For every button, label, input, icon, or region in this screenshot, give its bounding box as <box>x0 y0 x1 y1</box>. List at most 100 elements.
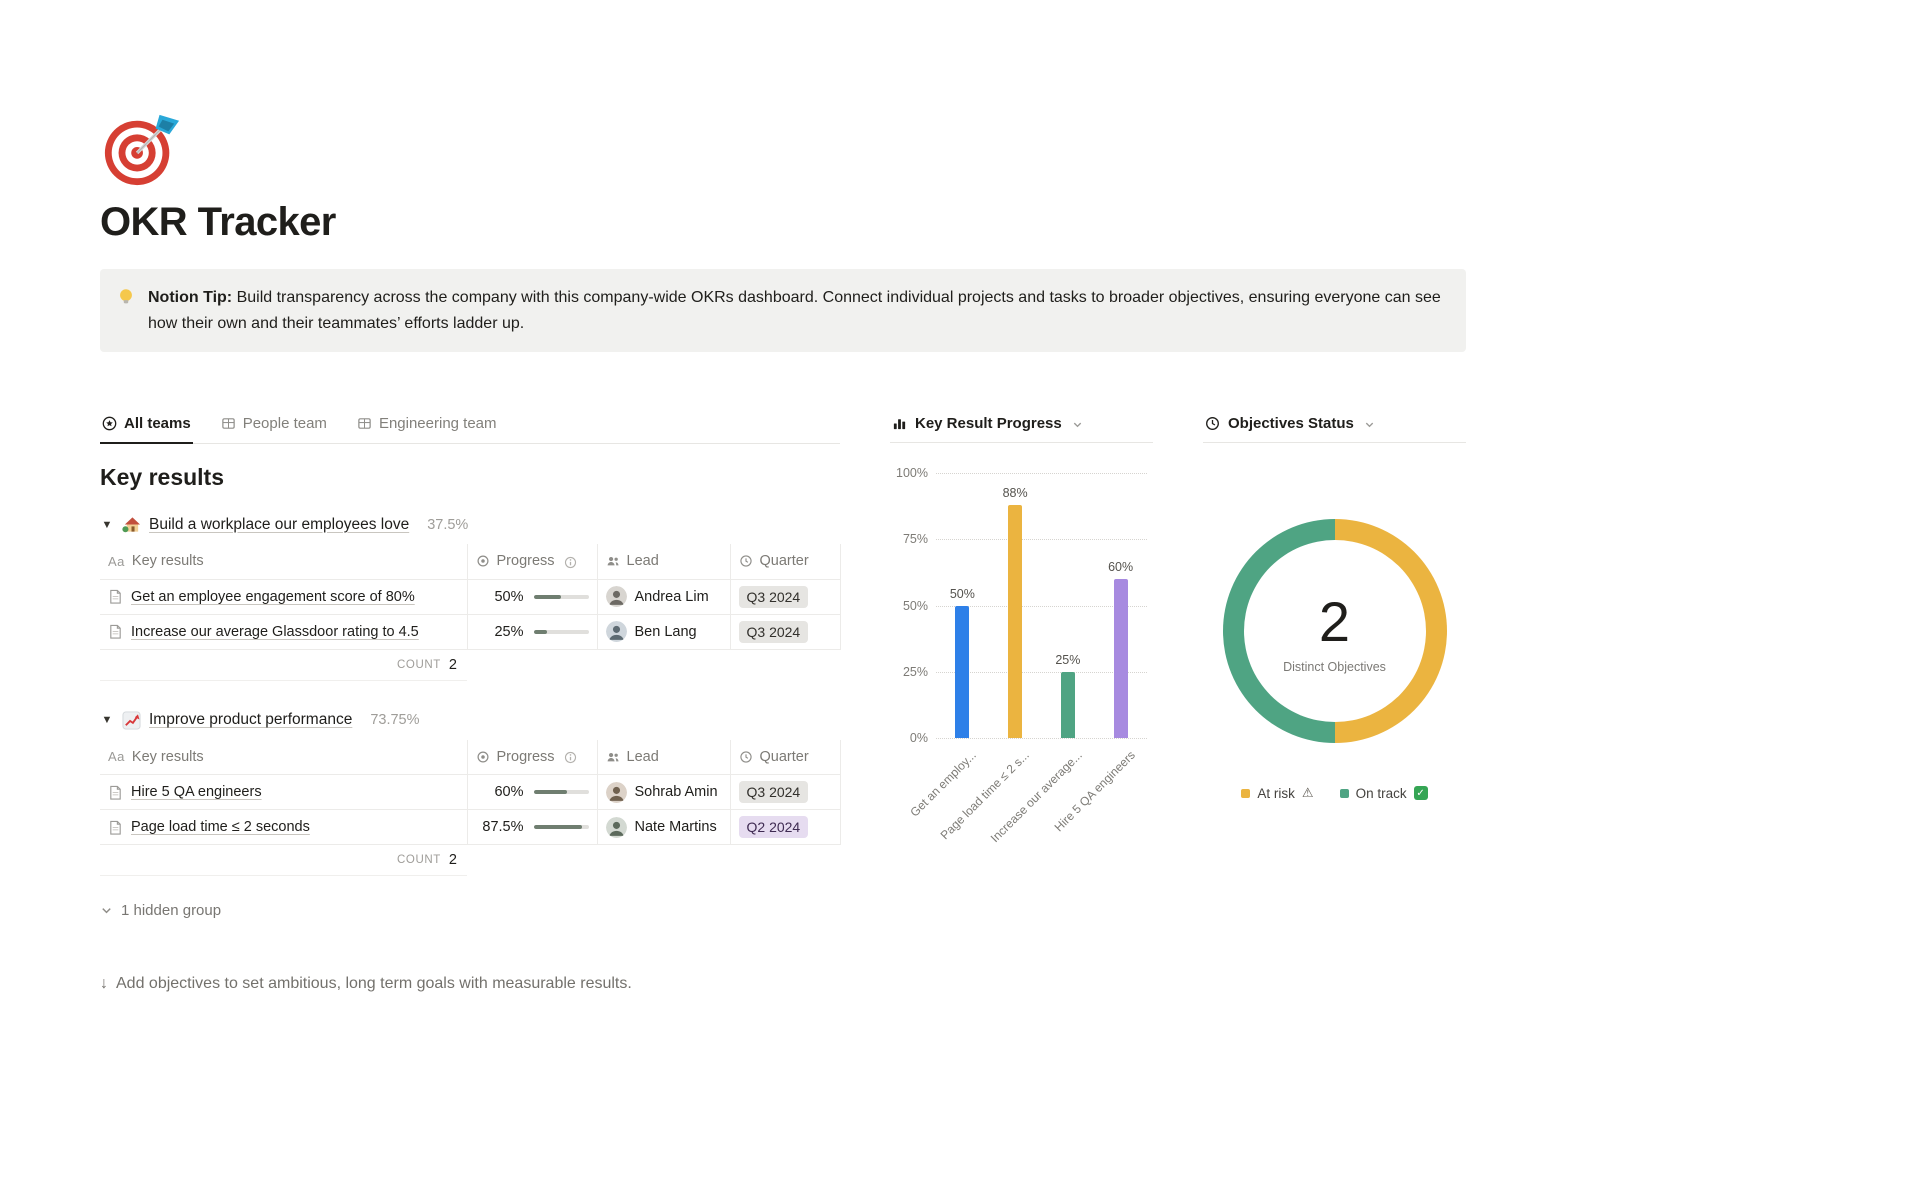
clock-property-icon <box>739 751 752 763</box>
progress-bar <box>533 790 589 795</box>
tab-all-teams[interactable]: All teams <box>100 408 193 445</box>
column-header-lead[interactable]: Lead <box>596 739 730 776</box>
warning-icon: ⚠ <box>1301 785 1314 801</box>
objectives-status-view: Objectives Status 2 Distinct Objectives … <box>1203 408 1466 919</box>
progress-percent: 25% <box>494 623 524 640</box>
gridline: 50% <box>903 599 1147 613</box>
hidden-group-toggle[interactable]: 1 hidden group <box>100 902 840 919</box>
table-header-row: Aa Key results Progress Lead <box>100 739 841 776</box>
check-icon: ✓ <box>1413 786 1428 801</box>
tab-label: Engineering team <box>378 415 497 433</box>
toggle-triangle-icon[interactable]: ▼ <box>101 714 113 727</box>
count-row[interactable]: COUNT 2 <box>100 650 467 681</box>
key-result-link[interactable]: Hire 5 QA engineers <box>131 784 262 801</box>
key-result-link[interactable]: Page load time ≤ 2 seconds <box>131 819 310 836</box>
chart-view-header[interactable]: Key Result Progress <box>890 408 1153 444</box>
table-row: Get an employee engagement score of 80% … <box>100 579 841 615</box>
table-header-row: Aa Key results Progress Lead <box>100 544 841 580</box>
group-title-link[interactable]: Improve product performance <box>149 711 353 729</box>
distinct-objectives-count: 2 <box>1318 589 1351 653</box>
key-result-progress-chart: 100% 75% 50% 25% 0% 50% 88% <box>890 466 1153 863</box>
info-icon[interactable] <box>564 751 577 764</box>
house-with-garden-icon <box>122 515 141 534</box>
gridline: 75% <box>903 532 1147 546</box>
progress-percent: 87.5% <box>482 819 524 836</box>
legend-swatch <box>1241 788 1251 798</box>
table-row: Page load time ≤ 2 seconds 87.5% Nate Ma… <box>100 809 841 846</box>
y-tick: 0% <box>909 731 928 746</box>
tab-label: All teams <box>124 415 191 433</box>
gridline: 100% <box>896 466 1147 480</box>
target-view-icon <box>102 416 117 431</box>
y-tick: 50% <box>902 598 928 613</box>
bar-value-label: 88% <box>1002 486 1028 500</box>
table-row: Hire 5 QA engineers 60% Sohrab Amin Q3 2… <box>100 774 841 811</box>
column-header-name[interactable]: Aa Key results <box>100 739 467 776</box>
tab-engineering-team[interactable]: Engineering team <box>355 408 499 444</box>
tab-people-team[interactable]: People team <box>219 408 329 444</box>
key-results-table: Aa Key results Progress Lead <box>100 739 841 846</box>
progress-property-icon <box>476 555 489 567</box>
group-title-link[interactable]: Build a workplace our employees love <box>149 515 410 533</box>
count-value: 2 <box>448 852 457 869</box>
group-percent: 73.75% <box>370 712 420 729</box>
bar <box>955 605 970 739</box>
toggle-triangle-icon[interactable]: ▼ <box>101 518 113 531</box>
legend-swatch <box>1339 788 1349 798</box>
lead-cell: Sohrab Amin <box>605 781 722 803</box>
column-header-quarter[interactable]: Quarter <box>729 544 841 580</box>
avatar <box>605 816 627 838</box>
objectives-donut-ring: 2 Distinct Objectives <box>1222 519 1447 744</box>
quarter-badge: Q2 2024 <box>738 816 809 839</box>
column-header-progress[interactable]: Progress <box>466 739 597 776</box>
distinct-objectives-label: Distinct Objectives <box>1283 659 1386 674</box>
hidden-group-label: 1 hidden group <box>121 902 222 920</box>
y-tick: 25% <box>902 664 928 679</box>
chart-title: Key Result Progress <box>915 415 1062 433</box>
lead-cell: Andrea Lim <box>605 586 722 608</box>
chevron-down-icon <box>102 908 111 914</box>
progress-cell: 50% <box>476 589 589 605</box>
page-icon-dart-target[interactable] <box>100 108 182 190</box>
column-header-quarter[interactable]: Quarter <box>729 739 841 776</box>
progress-cell: 60% <box>476 784 589 800</box>
group-header: ▼ Build a workplace our employees love 3… <box>100 511 840 538</box>
gridline: 25% <box>903 665 1147 679</box>
x-axis-label: Page load time ≤ 2 s... <box>937 748 1033 843</box>
lead-name: Sohrab Amin <box>634 784 718 801</box>
bar-value-label: 60% <box>1108 560 1134 575</box>
tab-label: People team <box>242 415 327 433</box>
title-property-icon: Aa <box>108 749 125 765</box>
key-results-table: Aa Key results Progress Lead <box>100 544 841 650</box>
key-result-link[interactable]: Get an employee engagement score of 80% <box>131 588 415 605</box>
chart-title: Objectives Status <box>1228 415 1354 433</box>
count-row[interactable]: COUNT 2 <box>100 845 467 877</box>
progress-percent: 50% <box>494 588 524 605</box>
key-result-link[interactable]: Increase our average Glassdoor rating to… <box>131 623 419 640</box>
chevron-down-icon <box>1073 422 1081 428</box>
info-icon[interactable] <box>564 556 577 569</box>
down-arrow-icon: ↓ <box>100 975 108 993</box>
count-label: COUNT <box>397 854 441 867</box>
chart-increasing-icon <box>122 711 141 730</box>
clock-property-icon <box>739 555 752 568</box>
page-doc-icon <box>110 820 121 835</box>
y-tick: 75% <box>902 532 928 547</box>
column-header-progress[interactable]: Progress <box>466 544 597 580</box>
chart-view-header[interactable]: Objectives Status <box>1203 408 1466 444</box>
dart-target-icon <box>104 114 180 186</box>
column-header-name[interactable]: Aa Key results <box>100 544 467 580</box>
objectives-status-chart: 2 Distinct Objectives <box>1203 519 1466 744</box>
views-row: All teams People team <box>100 408 1466 919</box>
bar-slot: 60% <box>1094 473 1147 739</box>
bar-slot: 25% <box>1042 473 1095 739</box>
avatar <box>605 781 627 803</box>
legend-item-on-track[interactable]: On track ✓ <box>1339 785 1428 801</box>
count-label: COUNT <box>397 658 441 671</box>
key-results-view: All teams People team <box>100 408 841 919</box>
people-property-icon <box>607 557 619 566</box>
legend-item-at-risk[interactable]: At risk ⚠ <box>1241 785 1314 801</box>
progress-bar <box>533 825 589 830</box>
column-header-lead[interactable]: Lead <box>596 544 730 580</box>
bar <box>1060 671 1075 739</box>
